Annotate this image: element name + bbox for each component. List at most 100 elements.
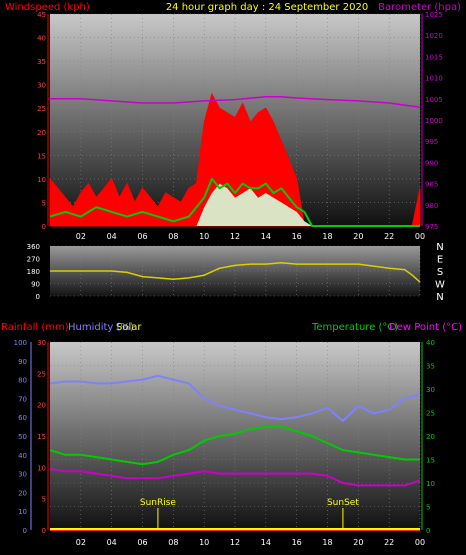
rainfall-tick-label: 0 — [42, 527, 46, 535]
humidity-line — [49, 374, 421, 422]
series-layer — [49, 92, 421, 531]
temperature-tick-label: 5 — [426, 504, 430, 512]
time-tick-label: 12 — [230, 538, 240, 547]
temperature-line — [49, 425, 420, 466]
time-tick-label: 04 — [107, 538, 117, 547]
time-tick-label: 06 — [137, 232, 147, 241]
temperature-tick-label: 15 — [426, 457, 435, 465]
time-tick-label: 20 — [353, 232, 363, 241]
windspeed-tick-label: 15 — [37, 152, 46, 160]
time-tick-label: 00 — [415, 232, 425, 241]
time-tick-label: 02 — [76, 538, 86, 547]
humidity-tick-label: 50 — [18, 433, 27, 441]
barometer-tick-label: 1010 — [425, 75, 443, 83]
windspeed-tick-label: 0 — [42, 223, 46, 231]
time-tick-label: 00 — [415, 538, 425, 547]
windspeed-tick-label: 40 — [37, 35, 46, 43]
humidity-tick-label: 80 — [18, 377, 27, 385]
barometer-tick-label: 995 — [425, 138, 438, 146]
time-tick-label: 16 — [292, 232, 302, 241]
rainfall-tick-label: 5 — [42, 496, 46, 504]
time-tick-label: 22 — [384, 232, 394, 241]
compass-tick-label: N — [436, 292, 443, 303]
temperature-tick-label: 40 — [426, 339, 435, 347]
windspeed-tick-label: 25 — [37, 105, 46, 113]
compass-tick-label: N — [436, 242, 443, 253]
solar-area — [196, 183, 313, 226]
rainfall-tick-label: 25 — [37, 370, 46, 378]
humidity-tick-label: 0 — [23, 527, 27, 535]
barometer-tick-label: 1015 — [425, 53, 443, 61]
humidity-axis-title: Humidity (%) — [68, 322, 134, 333]
windspeed-axis-title: Windspeed (kph) — [5, 2, 90, 13]
humidity-tick-label: 30 — [18, 471, 27, 479]
time-tick-label: 10 — [199, 538, 209, 547]
time-tick-label: 14 — [261, 232, 271, 241]
time-tick-label: 10 — [199, 232, 209, 241]
dewpoint-line — [49, 467, 421, 487]
time-tick-label: 08 — [168, 538, 178, 547]
direction-tick-label: 360 — [27, 243, 40, 251]
barometer-tick-label: 980 — [425, 202, 438, 210]
time-tick-label: 16 — [292, 538, 302, 547]
temperature-tick-label: 25 — [426, 410, 435, 418]
temperature-tick-label: 35 — [426, 363, 435, 371]
compass-tick-label: S — [437, 267, 443, 278]
barometer-tick-label: 975 — [425, 223, 438, 231]
time-tick-label: 02 — [76, 232, 86, 241]
temperature-axis-title: Temperature (°C) — [311, 322, 398, 333]
temperature-tick-label: 0 — [426, 527, 430, 535]
rainfall-tick-label: 15 — [37, 433, 46, 441]
rainfall-tick-label: 20 — [37, 402, 46, 410]
windspeed-tick-label: 10 — [37, 176, 46, 184]
temperature-tick-label: 10 — [426, 480, 435, 488]
sunset-label: SunSet — [327, 498, 359, 508]
rainfall-tick-label: 10 — [37, 464, 46, 472]
axis-labels: 0510152025303540459759809859909951000100… — [14, 11, 445, 547]
direction-tick-label: 180 — [27, 268, 40, 276]
direction-tick-label: 90 — [31, 281, 40, 289]
compass-tick-label: W — [435, 280, 445, 291]
time-tick-label: 12 — [230, 232, 240, 241]
rainfall-tick-label: 30 — [37, 339, 46, 347]
direction-tick-label: 0 — [36, 293, 40, 301]
dewpoint-axis-title: Dew Point (°C) — [389, 322, 462, 333]
temperature-tick-label: 30 — [426, 386, 435, 394]
humidity-tick-label: 70 — [18, 395, 27, 403]
windspeed-tick-label: 30 — [37, 82, 46, 90]
humidity-tick-label: 20 — [18, 489, 27, 497]
graph-title: 24 hour graph day : 24 September 2020 — [166, 2, 368, 13]
solar-axis-title: Solar — [116, 322, 142, 333]
humidity-tick-label: 60 — [18, 414, 27, 422]
barometer-tick-label: 1025 — [425, 11, 443, 19]
time-tick-label: 14 — [261, 538, 271, 547]
compass-tick-label: E — [437, 255, 443, 266]
time-tick-label: 18 — [322, 538, 332, 547]
time-tick-label: 18 — [322, 232, 332, 241]
windspeed-tick-label: 20 — [37, 129, 46, 137]
wind-direction-line — [50, 261, 421, 283]
barometer-tick-label: 1020 — [425, 32, 443, 40]
direction-tick-label: 270 — [27, 256, 40, 264]
humidity-tick-label: 40 — [18, 452, 27, 460]
sunrise-label: SunRise — [140, 498, 177, 508]
temperature-tick-label: 20 — [426, 433, 435, 441]
windspeed-tick-label: 5 — [42, 199, 46, 207]
windspeed-average-line — [49, 177, 420, 227]
barometer-line — [50, 95, 421, 109]
humidity-tick-label: 100 — [14, 339, 27, 347]
windspeed-tick-label: 45 — [37, 11, 46, 19]
rainfall-axis-title: Rainfall (mm) — [1, 322, 69, 333]
time-tick-label: 06 — [137, 538, 147, 547]
barometer-tick-label: 985 — [425, 181, 438, 189]
barometer-tick-label: 990 — [425, 159, 438, 167]
time-tick-label: 04 — [107, 232, 117, 241]
time-tick-label: 08 — [168, 232, 178, 241]
time-tick-label: 22 — [384, 538, 394, 547]
humidity-tick-label: 90 — [18, 358, 27, 366]
time-tick-label: 20 — [353, 538, 363, 547]
barometer-axis-title: Barometer (hpa) — [378, 2, 461, 13]
humidity-tick-label: 10 — [18, 508, 27, 516]
windspeed-tick-label: 35 — [37, 58, 46, 66]
